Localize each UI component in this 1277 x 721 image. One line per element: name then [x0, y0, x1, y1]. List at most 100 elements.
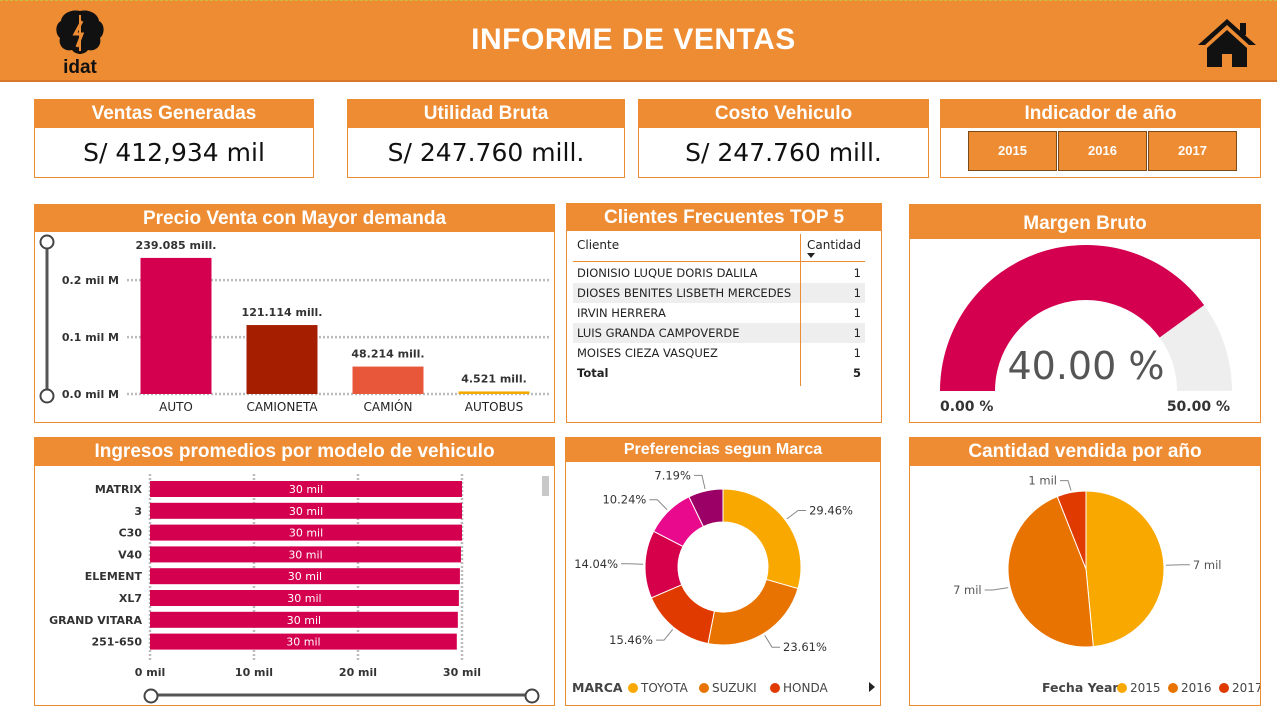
- page-title: INFORME DE VENTAS: [471, 23, 796, 56]
- bar-value-label: 48.214 mill.: [351, 348, 424, 361]
- home-icon[interactable]: [1196, 17, 1258, 69]
- slice-label: 7 mil: [953, 583, 982, 597]
- bar-autobus[interactable]: [458, 391, 530, 394]
- column-header-cliente[interactable]: Cliente: [577, 238, 620, 252]
- gross-margin-gauge: 40.00 % 0.00 % 50.00 %: [940, 244, 1232, 415]
- bar-auto[interactable]: [140, 257, 212, 394]
- sort-desc-icon: [807, 253, 815, 258]
- slice-label: 7.19%: [654, 468, 691, 482]
- donut-slice[interactable]: [707, 578, 799, 646]
- y-tick-label: 3: [134, 505, 142, 518]
- year-button-2017[interactable]: 2017: [1148, 131, 1237, 171]
- scrollbar-thumb[interactable]: [542, 476, 549, 496]
- year-button-2015[interactable]: 2015: [968, 131, 1057, 171]
- leader-line: [693, 474, 706, 490]
- bar-value-label: 30 mil: [289, 527, 323, 540]
- donut-slice[interactable]: [722, 488, 802, 590]
- top-clients-card: Clientes Frecuentes TOP 5 Cliente Cantid…: [566, 203, 882, 423]
- qty-year-title: Cantidad vendida por año: [910, 438, 1260, 466]
- donut-slice[interactable]: [688, 488, 724, 528]
- gross-margin-title: Margen Bruto: [910, 205, 1260, 239]
- legend-item[interactable]: TOYOTA: [640, 681, 689, 695]
- slice-label: 14.04%: [574, 557, 618, 571]
- bar-grand-vitara[interactable]: [150, 611, 458, 628]
- client-name: MOISES CIEZA VASQUEZ: [577, 346, 718, 360]
- price-demand-title: Precio Venta con Mayor demanda: [35, 205, 554, 232]
- leader-line: [649, 499, 668, 511]
- legend-marker: [699, 683, 709, 693]
- bar-3[interactable]: [150, 502, 462, 519]
- legend-item[interactable]: 2017: [1232, 681, 1260, 695]
- range-slider-handle-bottom[interactable]: [39, 388, 55, 404]
- client-qty: 1: [853, 306, 861, 320]
- legend-item[interactable]: 2015: [1130, 681, 1161, 695]
- leader-line: [764, 634, 781, 648]
- slice-label: 7 mil: [1193, 558, 1222, 572]
- price-demand-card: Precio Venta con Mayor demanda 0.0 mil M…: [34, 204, 555, 423]
- bar-element[interactable]: [150, 568, 460, 585]
- y-tick-label: C30: [119, 527, 143, 540]
- x-tick-label: CAMIÓN: [364, 399, 413, 414]
- legend-marker: [770, 683, 780, 693]
- brain-icon: [56, 10, 104, 54]
- y-tick-label: 0.2 mil M: [62, 274, 119, 287]
- bar-camión[interactable]: [352, 366, 424, 394]
- table-row[interactable]: MOISES CIEZA VASQUEZ 1: [573, 343, 865, 363]
- brand-legend: MARCA TOYOTA SUZUKI HONDA: [572, 680, 828, 695]
- bar-v40[interactable]: [150, 546, 461, 563]
- column-header-cantidad[interactable]: Cantidad: [807, 238, 861, 252]
- legend-item[interactable]: HONDA: [783, 681, 828, 695]
- kpi-label: Ventas Generadas: [35, 100, 313, 128]
- table-row[interactable]: LUIS GRANDA CAMPOVERDE 1: [573, 323, 865, 343]
- kpi-value: S/ 247.760 mill.: [685, 138, 882, 167]
- client-qty: 1: [853, 346, 861, 360]
- slice-label: 15.46%: [609, 633, 653, 647]
- x-tick-label: 20 mil: [339, 666, 377, 679]
- client-qty: 1: [853, 286, 861, 300]
- y-tick-label: 251-650: [92, 636, 143, 649]
- bar-value-label: 30 mil: [287, 592, 321, 605]
- slice-label: 29.46%: [809, 503, 853, 517]
- bar-251-650[interactable]: [150, 633, 457, 650]
- bar-camioneta[interactable]: [246, 325, 318, 394]
- idat-logo[interactable]: idat: [52, 7, 108, 78]
- client-qty: 1: [853, 326, 861, 340]
- bar-matrix[interactable]: [150, 481, 462, 497]
- total-value: 5: [852, 366, 861, 380]
- legend-item[interactable]: SUZUKI: [712, 681, 757, 695]
- kpi-costo-vehiculo: Costo Vehiculo S/ 247.760 mill.: [638, 99, 929, 178]
- legend-item[interactable]: 2016: [1181, 681, 1212, 695]
- legend-marker: [1219, 683, 1229, 693]
- pie-slice[interactable]: [1085, 490, 1165, 648]
- pie-slice[interactable]: [1056, 490, 1087, 570]
- bar-value-label: 121.114 mill.: [242, 306, 323, 319]
- bar-value-label: 239.085 mill.: [136, 239, 217, 252]
- table-row[interactable]: DIOSES BENITES LISBETH MERCEDES 1: [573, 283, 865, 303]
- y-tick-label: ELEMENT: [85, 570, 143, 583]
- range-slider-handle-right[interactable]: [524, 688, 540, 704]
- year-legend: Fecha Year 2015 2016 2017: [1042, 680, 1260, 695]
- y-tick-label: 0.0 mil M: [62, 388, 119, 401]
- leader-line: [655, 628, 674, 641]
- avg-income-chart: 0 mil 10 mil 20 mil 30 mil 30 mil MATRIX 30 mi…: [49, 474, 549, 704]
- y-tick-label: 0.1 mil M: [62, 331, 119, 344]
- total-label: Total: [577, 366, 609, 380]
- x-tick-label: 0 mil: [135, 666, 166, 679]
- year-slicer: Indicador de año 2015 2016 2017: [940, 99, 1261, 178]
- year-button-2016[interactable]: 2016: [1058, 131, 1147, 171]
- x-tick-label: CAMIONETA: [246, 400, 318, 414]
- brand-pref-chart: 29.46% 23.61% 15.46% 14.04% 10.24% 7.19% MARCA…: [572, 468, 875, 695]
- range-slider-handle-top[interactable]: [39, 234, 55, 250]
- range-slider-handle-left[interactable]: [143, 688, 159, 704]
- x-tick-label: AUTOBUS: [465, 400, 523, 414]
- table-row[interactable]: IRVIN HERRERA 1: [573, 303, 865, 323]
- kpi-value: S/ 247.760 mill.: [387, 138, 585, 167]
- bar-xl7[interactable]: [150, 590, 459, 606]
- legend-next-arrow-icon[interactable]: [869, 682, 875, 692]
- table-row[interactable]: DIONISIO LUQUE DORIS DALILA 1: [573, 263, 865, 283]
- client-qty: 1: [853, 266, 861, 280]
- bar-value-label: 30 mil: [286, 636, 320, 649]
- bar-value-label: 30 mil: [289, 483, 323, 496]
- legend-title: MARCA: [572, 680, 623, 695]
- bar-c30[interactable]: [150, 524, 462, 541]
